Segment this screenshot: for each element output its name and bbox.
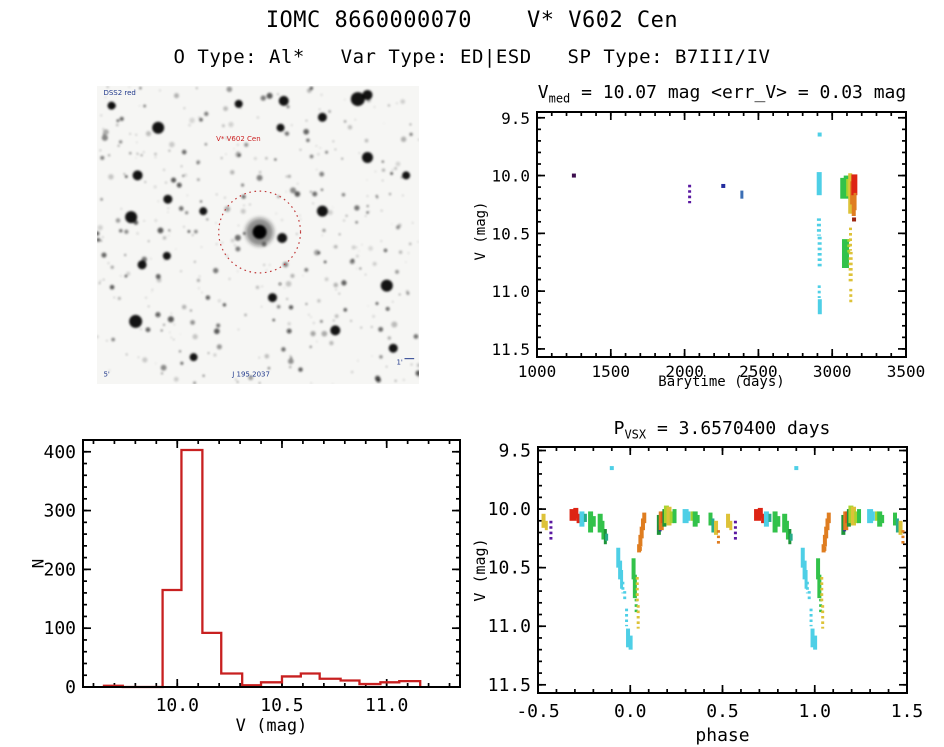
axes: -0.5 0.0 0.5 1.0 1.5 9.5 10.0 10.5 11.0 11.5 [488,441,924,722]
data-point [794,466,799,471]
finder-label-0: DSS2 red [103,89,135,97]
x-tick-label: 0.5 [706,701,739,722]
y-tick-label: 10.0 [488,499,531,520]
plot-frame [536,111,907,358]
x-tick-label: 3000 [813,362,852,381]
finder-chart-image: DSS2 red V* V602 Cen J 195.2037 5' 1' [97,86,419,384]
target-circle [218,190,302,274]
page-title: IOMC 8660000070 V* V602 Cen [265,8,679,33]
data-point [571,173,576,178]
target-star [231,208,288,257]
y-tick-label: 200 [43,559,76,580]
x-tick-label: 1.0 [798,701,831,722]
data-point [721,183,726,188]
x-tick-label: 2000 [665,362,704,381]
x-tick-label: 10.0 [156,695,199,716]
lightcurve-xaxis-label: Barytime (days) [658,374,785,390]
y-tick-label: 11.0 [488,616,531,637]
y-tick-label: 0 [65,677,76,698]
finder-label-4: 1' [396,359,402,367]
field-stars [97,86,419,384]
data-point [817,132,822,137]
phase-plot: -0.5 0.0 0.5 1.0 1.5 9.5 10.0 10.5 11.0 11.5 [488,441,924,722]
histogram-xaxis-label: V (mag) [235,716,308,736]
data-point [609,466,614,471]
y-tick-label: 11.5 [488,675,531,696]
y-tick-label: 10.5 [491,224,530,243]
lightcurve-title: Vmed = 10.07 mag <err_V> = 0.03 mag [537,82,907,106]
data-point [852,217,857,222]
phase-xaxis-label: phase [695,725,750,746]
lightcurve-plot: 1000 1500 2000 2500 3000 3500 9.5 10.0 10.5 11.0 1… [491,109,925,381]
histogram-yaxis-label: N [28,558,48,569]
y-tick-label: 100 [43,618,76,639]
x-tick-label: 11.0 [365,695,408,716]
plot-frame [82,439,461,688]
axes: 10.0 10.5 11.0 0 100 200 300 400 [43,439,460,716]
finder-label-1: V* V602 Cen [216,135,261,143]
finder-label-2: J 195.2037 [231,371,270,379]
data-layer [102,448,422,689]
plot-frame [537,446,908,694]
histogram-outline [102,448,422,689]
finder-label-3: 5' [103,371,109,379]
y-tick-label: 10.0 [491,167,530,186]
data-layer [571,132,858,315]
y-tick-label: 400 [43,442,76,463]
phase-title: PVSX = 3.6570400 days [613,418,831,442]
x-tick-label: 1000 [518,362,557,381]
phase-panel: PVSX = 3.6570400 days -0.5 0.0 0.5 1.0 1.5 9.… [460,410,944,747]
data-point [822,546,827,551]
lightcurve-panel: Vmed = 10.07 mag <err_V> = 0.03 mag 1000… [460,80,944,410]
y-tick-label: 300 [43,501,76,522]
x-tick-label: 0.0 [614,701,647,722]
axes: 1000 1500 2000 2500 3000 3500 9.5 10.0 10.5 11.0 1… [491,109,925,381]
x-tick-label: 3500 [887,362,926,381]
data-point [637,546,642,551]
y-tick-label: 9.5 [501,109,530,128]
y-tick-label: 11.5 [491,340,530,359]
x-tick-label: 2500 [739,362,778,381]
x-tick-label: -0.5 [516,701,559,722]
finder-chart-panel: DSS2 red V* V602 Cen J 195.2037 5' 1' [97,86,419,384]
data-layer [541,466,905,650]
y-tick-label: 11.0 [491,282,530,301]
histogram-panel: 10.0 10.5 11.0 0 100 200 300 400 V (mag) N [0,420,484,747]
lightcurve-yaxis-label: V (mag) [473,201,489,261]
x-tick-label: 1500 [592,362,631,381]
histogram-plot: 10.0 10.5 11.0 0 100 200 300 400 [43,439,461,716]
page-subtitle: O Type: Al* Var Type: ED|ESD SP Type: B7… [173,46,771,68]
x-tick-label: 1.5 [891,701,924,722]
y-tick-label: 9.5 [498,441,531,462]
y-tick-label: 10.5 [488,558,531,579]
phase-yaxis-label: V (mag) [471,538,489,602]
x-tick-label: 10.5 [260,695,303,716]
